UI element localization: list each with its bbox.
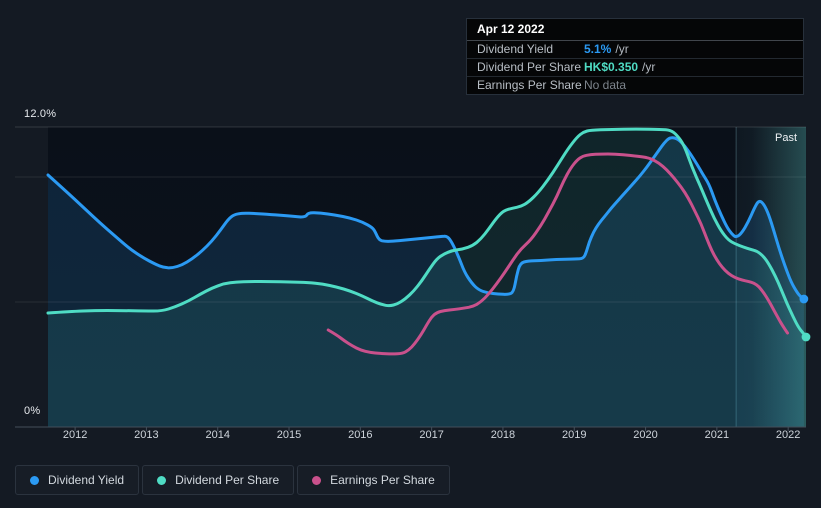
- y-axis-label-bottom: 0%: [24, 405, 41, 417]
- tooltip-row-earnings-per-share: Earnings Per Share No data: [467, 77, 803, 94]
- x-axis-year-label: 2022: [775, 429, 801, 441]
- x-axis-year-label: 2018: [490, 429, 516, 441]
- x-axis-year-label: 2012: [62, 429, 88, 441]
- x-axis-year-label: 2015: [276, 429, 302, 441]
- tooltip-value: No data: [584, 78, 627, 92]
- legend-item-dividend-per-share[interactable]: Dividend Per Share: [142, 465, 295, 495]
- tooltip-label: Dividend Per Share: [477, 60, 582, 74]
- tooltip-unit: /yr: [615, 42, 629, 56]
- x-axis-year-label: 2017: [419, 429, 444, 441]
- y-axis-label-top: 12.0%: [24, 108, 57, 120]
- tooltip-value: 5.1%: [584, 42, 612, 56]
- legend-label: Dividend Yield: [48, 473, 125, 487]
- tooltip-label: Dividend Yield: [477, 42, 554, 56]
- series-area-dividend-yield: [48, 137, 804, 427]
- x-axis-year-label: 2013: [134, 429, 159, 441]
- x-axis-year-label: 2014: [205, 429, 230, 441]
- tooltip-row-dividend-per-share: Dividend Per Share HK$0.350 /yr: [467, 59, 803, 77]
- legend-item-earnings-per-share[interactable]: Earnings Per Share: [297, 465, 450, 495]
- series-line-dividend-per-share: [46, 127, 808, 339]
- dividend-yield-dot-icon: [30, 475, 39, 485]
- series-end-dot-dividend-per-share: [801, 332, 811, 342]
- tooltip-label: Earnings Per Share: [477, 78, 582, 92]
- hover-edge-glow: [752, 127, 806, 427]
- legend-item-dividend-yield[interactable]: Dividend Yield: [15, 465, 140, 495]
- earnings-per-share-dot-icon: [312, 475, 322, 485]
- plot-background: [48, 127, 806, 427]
- chart-tooltip: Apr 12 2022 Dividend Yield 5.1% /yr Divi…: [466, 18, 804, 95]
- x-axis-year-label: 2021: [704, 429, 730, 441]
- tooltip-date: Apr 12 2022: [467, 19, 803, 41]
- series-line-dividend-yield: [46, 136, 806, 301]
- chart-legend: Dividend Yield Dividend Per Share Earnin…: [15, 465, 450, 495]
- series-line-earnings-per-share: [326, 152, 789, 356]
- tooltip-unit: /yr: [642, 60, 656, 74]
- tooltip-row-dividend-yield: Dividend Yield 5.1% /yr: [467, 41, 803, 59]
- past-region-label: Past: [774, 132, 797, 144]
- x-axis-year-label: 2016: [348, 429, 373, 441]
- x-axis-year-label: 2019: [562, 429, 587, 441]
- dividend-per-share-dot-icon: [157, 475, 167, 485]
- legend-label: Earnings Per Share: [330, 473, 435, 487]
- tooltip-value: HK$0.350: [584, 60, 639, 74]
- legend-label: Dividend Per Share: [175, 473, 280, 487]
- x-axis-year-label: 2020: [633, 429, 658, 441]
- series-end-dot-dividend-yield: [799, 294, 809, 304]
